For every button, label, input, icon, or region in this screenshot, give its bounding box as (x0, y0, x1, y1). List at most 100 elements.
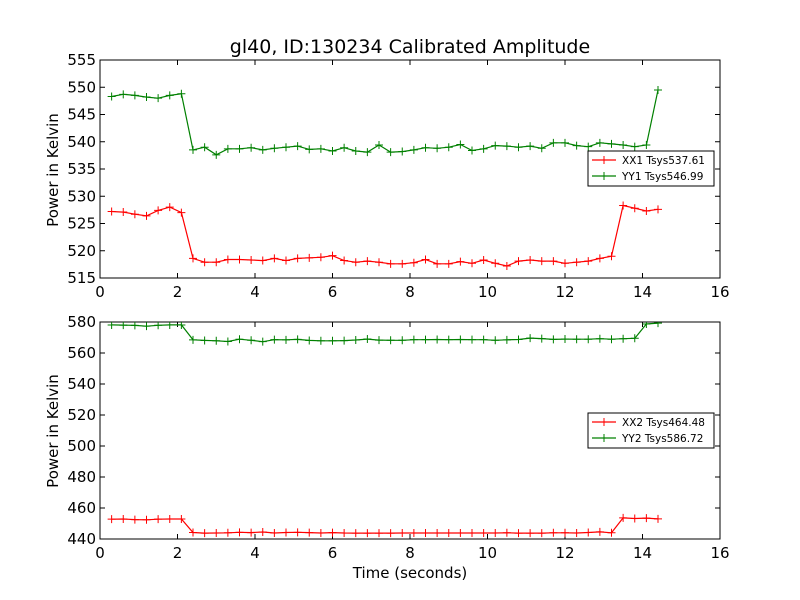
data-point (375, 529, 383, 538)
y-tick-label: 480 (67, 468, 96, 486)
data-point (491, 259, 500, 268)
data-point (270, 254, 279, 263)
data-point (502, 528, 511, 537)
data-point (270, 528, 279, 537)
data-point (409, 258, 418, 267)
data-point (154, 515, 163, 524)
y-tick-label: 520 (67, 406, 96, 424)
data-point (386, 259, 395, 268)
data-point (107, 92, 116, 101)
x-tick-label: 0 (95, 544, 105, 562)
data-point (386, 148, 395, 157)
data-point (270, 144, 279, 153)
data-point (607, 528, 616, 537)
x-tick-label: 8 (405, 283, 415, 301)
data-point (363, 148, 372, 157)
bottom-subplot: Power in Kelvin Time (seconds) 0 2 4 6 8 10 12… (44, 313, 730, 582)
data-point (572, 141, 581, 150)
data-point (189, 145, 197, 154)
data-point (340, 143, 349, 152)
data-point (351, 258, 360, 267)
x-tick-label: 12 (555, 544, 574, 562)
data-point (537, 144, 546, 153)
data-point (282, 143, 290, 152)
data-point (619, 513, 628, 522)
x-tick-label: 12 (555, 283, 574, 301)
data-point (561, 138, 569, 147)
data-point (316, 336, 325, 345)
data-point (456, 335, 465, 344)
y-tick-label: 530 (67, 187, 96, 205)
y-tick-label: 560 (67, 344, 96, 362)
y-tick-label: 540 (67, 375, 96, 393)
data-point (514, 335, 523, 344)
data-point (433, 335, 442, 344)
x-tick-label: 4 (250, 544, 260, 562)
data-point (363, 335, 372, 344)
data-point (363, 257, 372, 266)
data-point (293, 528, 302, 537)
data-point (502, 262, 511, 271)
data-point (433, 259, 442, 268)
data-point (223, 144, 232, 153)
data-point (293, 254, 302, 263)
data-point (549, 528, 558, 537)
data-point (119, 322, 128, 330)
y-tick-label: 550 (67, 78, 96, 96)
chart-title: gl40, ID:130234 Calibrated Amplitude (230, 36, 590, 58)
data-point (154, 322, 163, 330)
data-point (444, 335, 453, 344)
data-point (444, 143, 453, 152)
data-point (398, 147, 407, 156)
y-tick-label: 540 (67, 133, 96, 151)
data-point (223, 255, 232, 264)
data-point (247, 528, 256, 537)
data-point (409, 528, 418, 537)
data-point (258, 337, 267, 346)
data-point (200, 336, 209, 345)
data-point (386, 336, 395, 345)
data-point (177, 322, 186, 329)
data-point (595, 138, 604, 147)
x-tick-label: 14 (633, 283, 652, 301)
data-point (561, 335, 569, 344)
data-point (235, 528, 244, 537)
data-point (398, 528, 407, 537)
data-point (468, 259, 476, 268)
data-point (549, 257, 558, 266)
series-xx1 (107, 201, 662, 271)
data-point (386, 529, 395, 538)
data-point (502, 142, 511, 151)
data-point (375, 336, 383, 345)
data-point (398, 336, 407, 345)
data-point (328, 251, 337, 260)
data-point (351, 335, 360, 344)
data-point (293, 335, 302, 344)
legend-label: YY2 Tsys586.72 (621, 433, 703, 445)
data-point (235, 335, 244, 344)
legend-item: YY1 Tsys546.99 (592, 171, 703, 183)
data-point (154, 94, 163, 103)
series-yy2 (107, 322, 662, 346)
data-point (107, 515, 116, 524)
data-point (607, 335, 616, 344)
data-point (305, 253, 314, 262)
legend-label: XX1 Tsys537.61 (622, 155, 705, 167)
data-point (282, 256, 290, 265)
data-point (572, 258, 581, 267)
data-point (468, 335, 476, 344)
data-point (212, 258, 221, 267)
data-point (642, 322, 651, 329)
data-point (130, 322, 139, 330)
data-point (177, 515, 186, 524)
data-point (130, 515, 139, 524)
data-point (630, 514, 639, 523)
data-point (119, 90, 128, 99)
data-point (212, 528, 221, 537)
data-point (433, 144, 442, 153)
x-tick-label: 10 (478, 544, 497, 562)
data-point (526, 142, 535, 151)
data-point (316, 144, 325, 153)
legend-item: XX1 Tsys537.61 (592, 155, 705, 167)
